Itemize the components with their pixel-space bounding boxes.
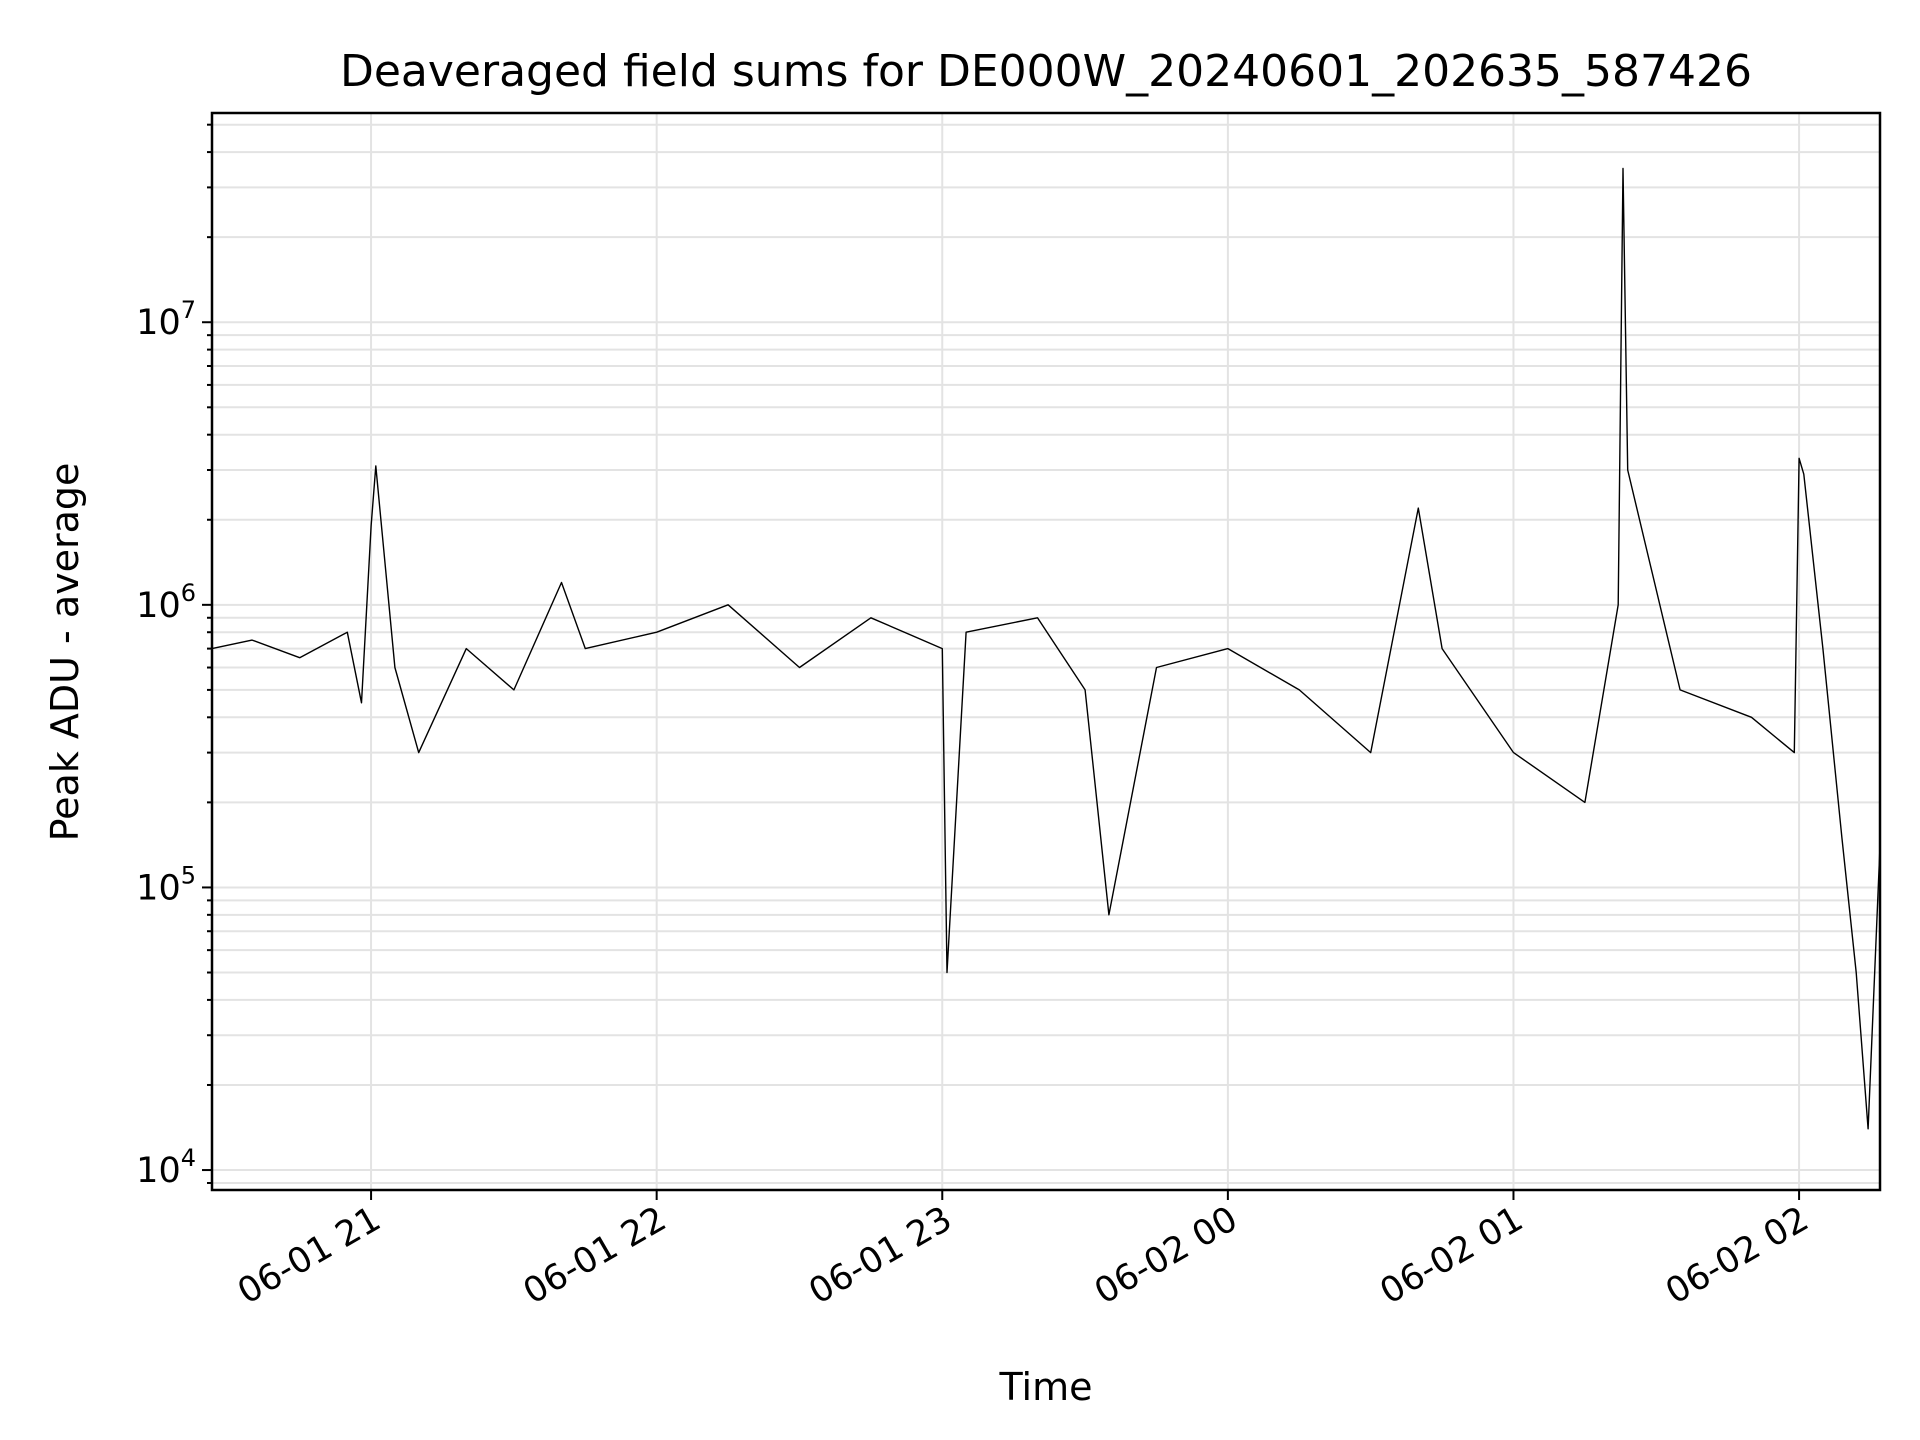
x-axis-label: Time — [999, 1365, 1093, 1409]
chart-title: Deaveraged field sums for DE000W_2024060… — [340, 46, 1752, 97]
series-line — [211, 167, 1881, 1130]
y-axis-label: Peak ADU - average — [43, 463, 87, 842]
grid-layer — [212, 113, 1880, 1190]
series-layer — [211, 167, 1881, 1130]
y-tick-label: 106 — [136, 579, 196, 626]
y-tick-label: 105 — [136, 861, 196, 908]
y-tick-label: 104 — [136, 1144, 196, 1191]
y-tick-label: 107 — [136, 296, 196, 343]
plot-frame — [210, 111, 1882, 1192]
